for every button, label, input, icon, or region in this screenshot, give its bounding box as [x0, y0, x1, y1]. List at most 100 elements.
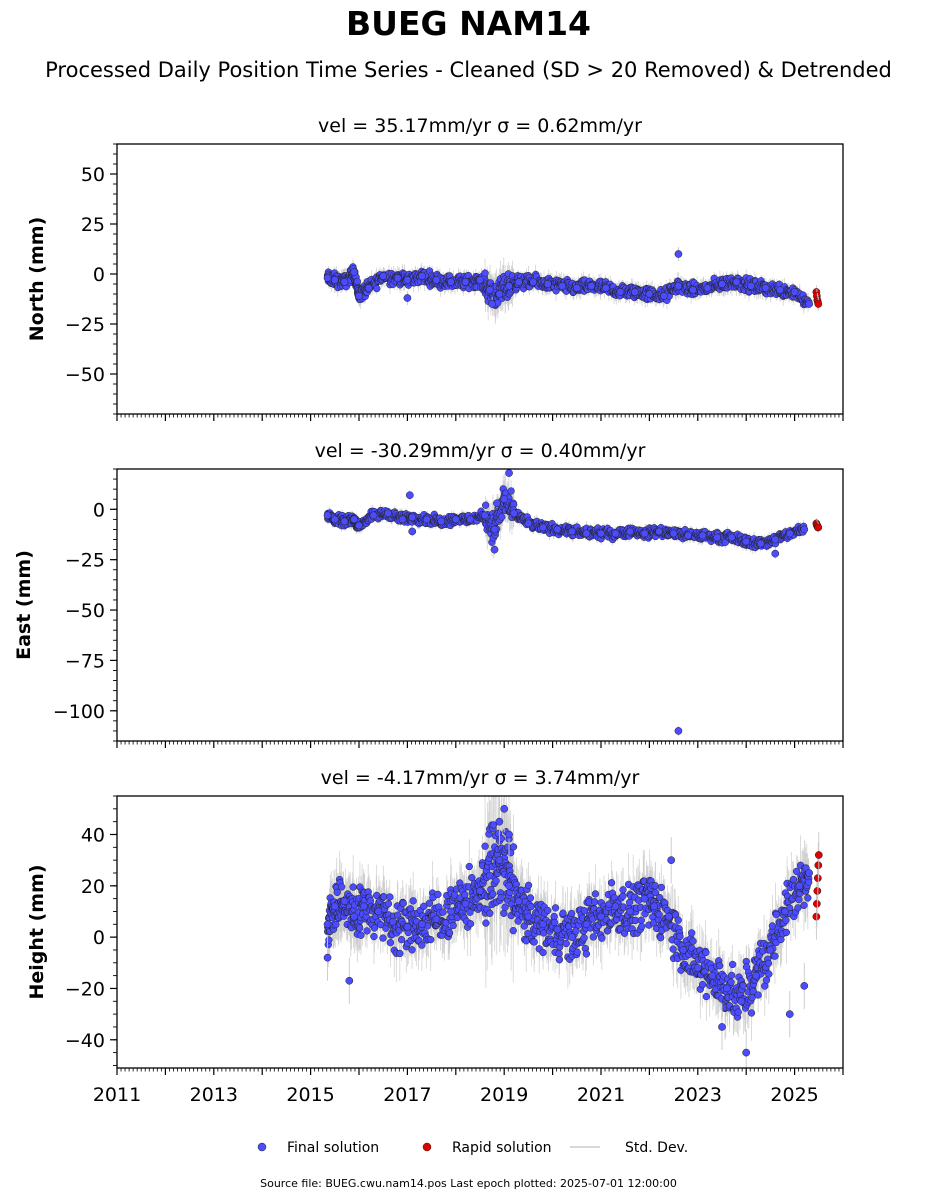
- series-2: [323, 495, 809, 548]
- data-point: [597, 529, 605, 538]
- rapid-series-2: [812, 518, 823, 533]
- data-point: [355, 292, 363, 300]
- data-point: [718, 280, 726, 288]
- data-point: [568, 527, 576, 536]
- data-point: [493, 499, 501, 508]
- data-point: [771, 549, 780, 558]
- data-point: [669, 529, 678, 538]
- y-tick-label: 0: [93, 264, 105, 286]
- data-point: [713, 533, 722, 542]
- data-point: [732, 278, 741, 286]
- final-point: [353, 277, 362, 286]
- y-tick-label: −50: [65, 364, 105, 386]
- data-point: [384, 509, 392, 518]
- final-point: [498, 513, 506, 521]
- y-tick-label: 25: [81, 214, 105, 236]
- panel-2: −100 −75 −50 −25 0 vel = -30.29mm/yr σ = 0.40…: [13, 440, 844, 748]
- data-point: [655, 527, 663, 536]
- data-point: [805, 300, 813, 308]
- data-point: [422, 515, 431, 524]
- data-point: [500, 495, 509, 504]
- data-point: [403, 294, 412, 302]
- data-point: [447, 278, 455, 286]
- data-point: [747, 282, 755, 290]
- data-point: [645, 290, 654, 298]
- data-point: [698, 531, 707, 540]
- data-point: [626, 527, 634, 536]
- data-point: [703, 284, 712, 292]
- y-tick-label: 50: [81, 164, 105, 186]
- data-point: [529, 278, 538, 286]
- data-point: [727, 533, 736, 542]
- data-point: [553, 525, 562, 534]
- y-axis-label: East (mm): [13, 550, 35, 660]
- data-point: [466, 515, 475, 524]
- data-point: [616, 288, 625, 296]
- data-point: [674, 282, 683, 290]
- data-point: [800, 525, 809, 534]
- panel-title: vel = 35.17mm/yr σ = 0.62mm/yr: [318, 115, 642, 137]
- data-point: [495, 290, 504, 298]
- final-points-1: [323, 263, 813, 310]
- data-point: [689, 286, 697, 294]
- final-point: [482, 501, 490, 509]
- data-point: [488, 300, 496, 308]
- data-point: [403, 276, 412, 284]
- data-point: [355, 521, 363, 530]
- data-point: [631, 288, 639, 296]
- data-point: [405, 491, 414, 500]
- data-point: [432, 276, 441, 284]
- series-2: [405, 469, 780, 736]
- data-point: [572, 284, 581, 292]
- data-point: [674, 727, 683, 735]
- data-point: [756, 539, 765, 548]
- data-point: [582, 529, 591, 538]
- y-tick-label: −25: [65, 550, 105, 572]
- data-point: [350, 268, 359, 276]
- data-point: [490, 545, 499, 554]
- y-axis-label: North (mm): [26, 217, 48, 342]
- data-point: [480, 511, 489, 520]
- final-point: [481, 269, 489, 277]
- data-point: [485, 286, 494, 294]
- data-point: [476, 276, 484, 284]
- data-point: [790, 288, 799, 296]
- data-point: [323, 511, 332, 520]
- data-point: [379, 272, 388, 280]
- data-point: [742, 537, 751, 546]
- data-point: [398, 515, 407, 524]
- data-point: [558, 282, 567, 290]
- data-point: [418, 272, 426, 280]
- data-point: [340, 517, 349, 526]
- data-point: [684, 531, 692, 540]
- data-point: [510, 509, 518, 518]
- data-point: [393, 274, 402, 282]
- data-point: [543, 280, 552, 288]
- rapid-series-1: [812, 285, 823, 311]
- figure-subtitle: Processed Daily Position Time Series - C…: [45, 58, 892, 82]
- data-point: [660, 292, 668, 300]
- final-point: [507, 487, 515, 495]
- data-point: [364, 284, 373, 292]
- data-point: [330, 515, 339, 524]
- final-point: [373, 284, 381, 293]
- rapid-point: [814, 523, 823, 532]
- data-point: [437, 517, 446, 526]
- final-points-2: [323, 485, 808, 552]
- data-point: [611, 529, 620, 538]
- data-point: [539, 523, 547, 532]
- data-point: [785, 529, 794, 538]
- data-point: [408, 513, 417, 522]
- y-tick-label: −100: [53, 701, 105, 723]
- panel-title: vel = -30.29mm/yr σ = 0.40mm/yr: [315, 440, 646, 462]
- y-tick-label: −25: [65, 314, 105, 336]
- data-point: [514, 278, 523, 286]
- data-point: [408, 527, 417, 536]
- data-point: [369, 511, 378, 520]
- data-point: [587, 282, 596, 290]
- data-point: [350, 515, 359, 524]
- data-point: [505, 282, 513, 290]
- data-point: [771, 535, 780, 544]
